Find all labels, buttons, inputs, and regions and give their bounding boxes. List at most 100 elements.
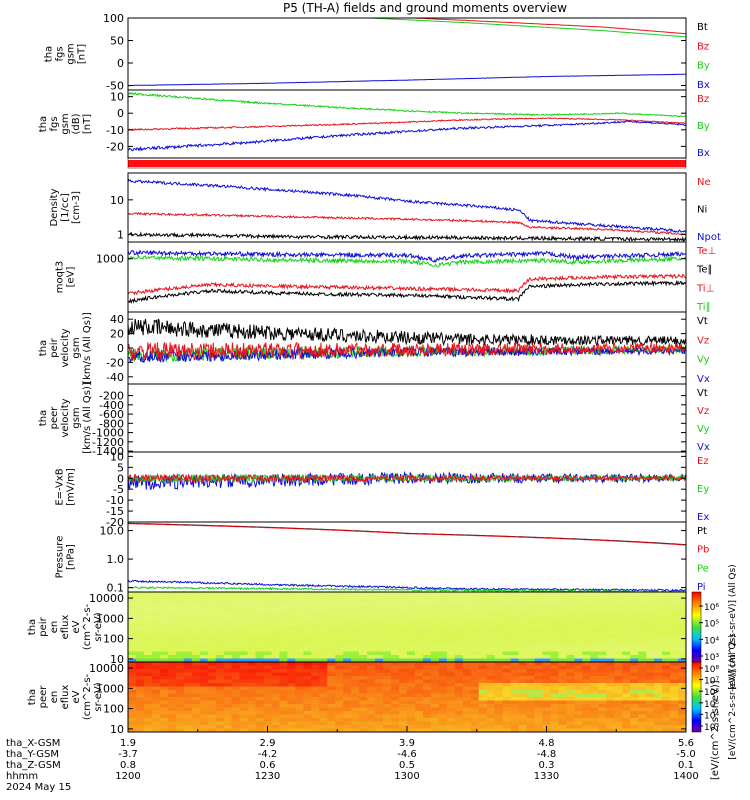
ytick-label-p7-3: -800 (99, 417, 124, 430)
ylabel-p5-0: moqt3 (55, 261, 66, 294)
xrow-0-val-3: 4.8 (539, 738, 555, 749)
ylabel-p6-0: tha (38, 340, 49, 356)
panel-p9: 10.0 1.0 0.1 Pressure [nPa] Pt Pb Pe Pi (55, 521, 709, 595)
ylabel-p2-0: tha (38, 116, 49, 132)
ytick-label-p8-1: 5 (117, 461, 124, 474)
ylabel-p10-3: eflux (60, 615, 71, 640)
ytick-label-p7-0: -200 (99, 390, 124, 403)
xrow-2-val-1: 0.6 (260, 760, 276, 771)
ylabel-p1-1: fgs (55, 46, 66, 61)
ylabel-p6-3: gsm (71, 337, 82, 358)
legend-p6-3: Vx (697, 374, 710, 385)
colorbar-1-label: [eV/(cm^2-s-sr-eV)] (All Qs) (728, 564, 738, 689)
colorbar-1-tick-1: 10⁵ (704, 620, 719, 630)
colorbar-2-tick-4: 10⁴ (704, 711, 719, 721)
legend-p9-1: Pb (697, 545, 709, 556)
colorbar-1-tick-3: 10³ (704, 653, 719, 663)
ylabel-p11-6: sr-eV) (93, 682, 104, 711)
series-p2-1 (128, 91, 686, 118)
colorbar-2-tick-2: 10⁶ (704, 688, 719, 698)
ylabel-p11-3: eflux (60, 685, 71, 710)
legend-p9-0: Pt (697, 526, 707, 537)
xrow-3-val-1: 1230 (255, 771, 280, 782)
ylabel-p2-2: gsm (60, 113, 71, 134)
legend-p9-2: Pe (697, 563, 709, 574)
ylabel-p7-0: tha (38, 410, 49, 426)
ytick-label-p8-3: -5 (113, 483, 124, 496)
frame-p7 (127, 383, 687, 453)
ylabel-p10-0: tha (27, 619, 38, 635)
ylabel-p8-0: E=-VxB (55, 468, 66, 505)
ytick-label-p1-1: 50 (110, 35, 124, 48)
ytick-label-p4-0: 10 (110, 194, 124, 207)
series-p9-3 (128, 586, 686, 592)
ylabel-p4-2: [cm-3] (71, 191, 82, 224)
ytick-label-p7-1: -400 (99, 399, 124, 412)
ytick-label-p2-0: 10 (110, 91, 124, 104)
ytick-label-p6-1: 20 (110, 328, 124, 341)
legend-p5-1: Te∥ (696, 265, 713, 276)
ylabel-p6-1: peir (49, 337, 60, 357)
ytick-label-p1-2: 0 (117, 57, 124, 70)
colorbar-units: [eV/(cm^2-s-sr-eV)] (710, 680, 721, 780)
xrow-0-val-1: 2.9 (260, 738, 276, 749)
series-p4-2 (128, 231, 686, 242)
colorbar-2-tick-1: 10⁷ (704, 677, 719, 687)
ytick-label-p9-2: 0.1 (107, 582, 125, 595)
legend-p4-2: Npot (697, 232, 721, 243)
ytick-label-p9-1: 1.0 (107, 553, 125, 566)
ylabel-p10-1: peir (38, 616, 49, 636)
legend-p5-3: Ti∥ (696, 302, 711, 313)
colorbar-1-tick-0: 10⁶ (704, 603, 719, 613)
ytick-label-p8-0: 10 (110, 450, 124, 463)
xrow-1-val-4: -5.0 (676, 749, 696, 760)
legend-p6-1: Vz (697, 335, 709, 346)
ytick-label-p11-2: 100 (103, 703, 124, 716)
ytick-label-p8-2: 0 (117, 472, 124, 485)
ylabel-p11-4: eV (71, 690, 82, 703)
ytick-label-p1-3: -50 (106, 80, 124, 93)
ytick-label-p10-3: 10 (110, 653, 124, 666)
series-p4-0 (128, 178, 686, 234)
ylabel-p2-4: [nT] (82, 114, 93, 134)
ytick-label-p2-2: -10 (106, 124, 124, 137)
ytick-label-p4-1: 1 (117, 228, 124, 241)
legend-p7-1: Vz (697, 406, 709, 417)
colorbar-2-tick-0: 10⁸ (704, 665, 719, 675)
legend-p5-0: Te⊥ (696, 246, 716, 257)
xrow-0-val-4: 5.6 (678, 738, 694, 749)
ytick-label-p11-3: 10 (110, 723, 124, 736)
ytick-label-p2-1: 0 (117, 107, 124, 120)
legend-p7-0: Vt (697, 388, 708, 399)
frame-p2 (127, 89, 687, 159)
xrow-1-val-2: -4.6 (397, 749, 417, 760)
series-p6-3 (128, 341, 686, 361)
ytick-label-p1-0: 100 (103, 12, 124, 25)
panel-p11: 10000 1000 100 10 tha peer en eflux eV (cm^2-s-sr… (27, 661, 687, 736)
colorbar-2-label: [eV/(cm^2-s-sr-eV)] (All Qs) (728, 634, 738, 759)
ytick-label-p7-4: -1000 (92, 427, 124, 440)
flag-bar (128, 160, 686, 167)
ylabel-p7-4: [km/s (All Qs)] (82, 382, 93, 454)
spectrogram-p11 (128, 662, 686, 732)
ytick-label-p2-3: -20 (106, 140, 124, 153)
xrow-1-val-1: -4.2 (258, 749, 278, 760)
panel-p6: 40 200-20 -40 tha peir velocity gsm [km/s (All … (38, 311, 710, 385)
ylabel-p1-2: gsm (66, 43, 77, 64)
series-p1-3 (128, 73, 686, 87)
ytick-label-p8-6: -20 (106, 516, 124, 529)
legend-p4-0: Ne (697, 177, 711, 188)
ytick-label-p6-0: 40 (110, 313, 124, 326)
series-p1-2 (356, 18, 686, 38)
ylabel-p10-2: en (49, 621, 60, 634)
legend-p6-0: Vt (697, 316, 708, 327)
ylabel-p7-2: velocity (60, 398, 71, 437)
ylabel-p10-6: sr-eV) (93, 612, 104, 641)
xrow-2-val-2: 0.5 (399, 760, 415, 771)
series-p9-1 (128, 523, 686, 546)
ylabel-p1-3: [nT] (77, 44, 88, 64)
series-p2-0 (128, 117, 686, 131)
ytick-label-p11-1: 1000 (96, 682, 124, 695)
